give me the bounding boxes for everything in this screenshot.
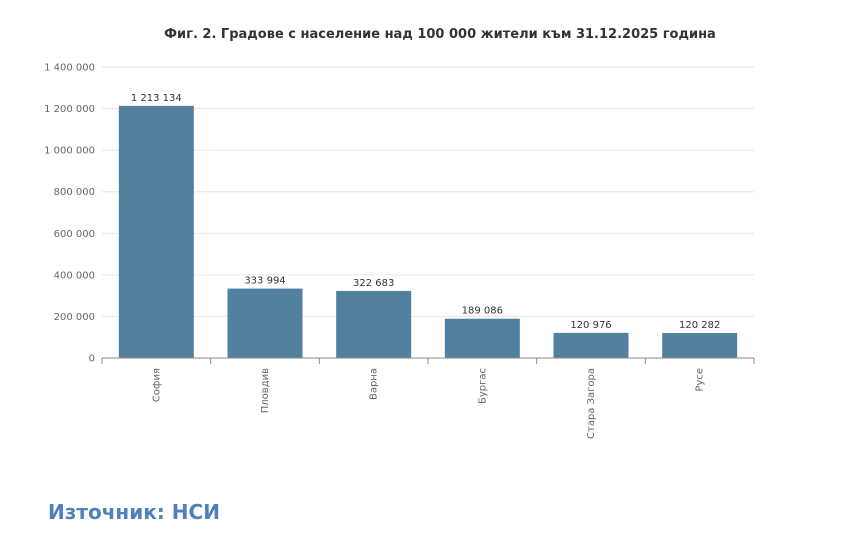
- data-label: 322 683: [353, 278, 394, 289]
- x-tick-label: Русе: [695, 368, 706, 392]
- bars: 1 213 134 333 994 322 683 189 086 120 976 120…: [118, 93, 738, 358]
- bar: [227, 288, 303, 358]
- x-tick-label: Варна: [369, 368, 380, 400]
- y-tick-label: 600 000: [54, 229, 95, 240]
- bar: [553, 332, 629, 358]
- data-label: 1 213 134: [131, 93, 182, 104]
- x-tick-label: Стара Загора: [586, 368, 597, 439]
- y-tick-label: 0: [89, 354, 95, 365]
- source-note: Източник: НСИ: [48, 500, 220, 524]
- x-axis: София Пловдив Варна Бургас Стара Загора Русе: [101, 357, 755, 439]
- y-tick-label: 1 200 000: [44, 104, 95, 115]
- y-axis: 0 200 000 400 000 600 000 800 000 1 000 000 1 …: [44, 63, 95, 365]
- data-label: 189 086: [462, 306, 503, 317]
- bar: [662, 332, 738, 358]
- bar: [336, 290, 412, 358]
- gridlines: [102, 66, 754, 317]
- y-tick-label: 400 000: [54, 270, 95, 281]
- data-label: 120 976: [570, 320, 611, 331]
- y-tick-label: 200 000: [54, 312, 95, 323]
- bar: [444, 318, 520, 358]
- y-tick-label: 800 000: [54, 187, 95, 198]
- y-tick-label: 1 000 000: [44, 146, 95, 157]
- data-label: 333 994: [244, 276, 285, 287]
- x-tick-label: София: [151, 368, 162, 402]
- x-tick-label: Бургас: [477, 368, 488, 404]
- data-label: 120 282: [679, 320, 720, 331]
- chart-title: Фиг. 2. Градове с население над 100 000 …: [164, 27, 716, 42]
- x-tick-label: Пловдив: [260, 368, 271, 413]
- y-tick-label: 1 400 000: [44, 63, 95, 74]
- bar: [118, 105, 194, 358]
